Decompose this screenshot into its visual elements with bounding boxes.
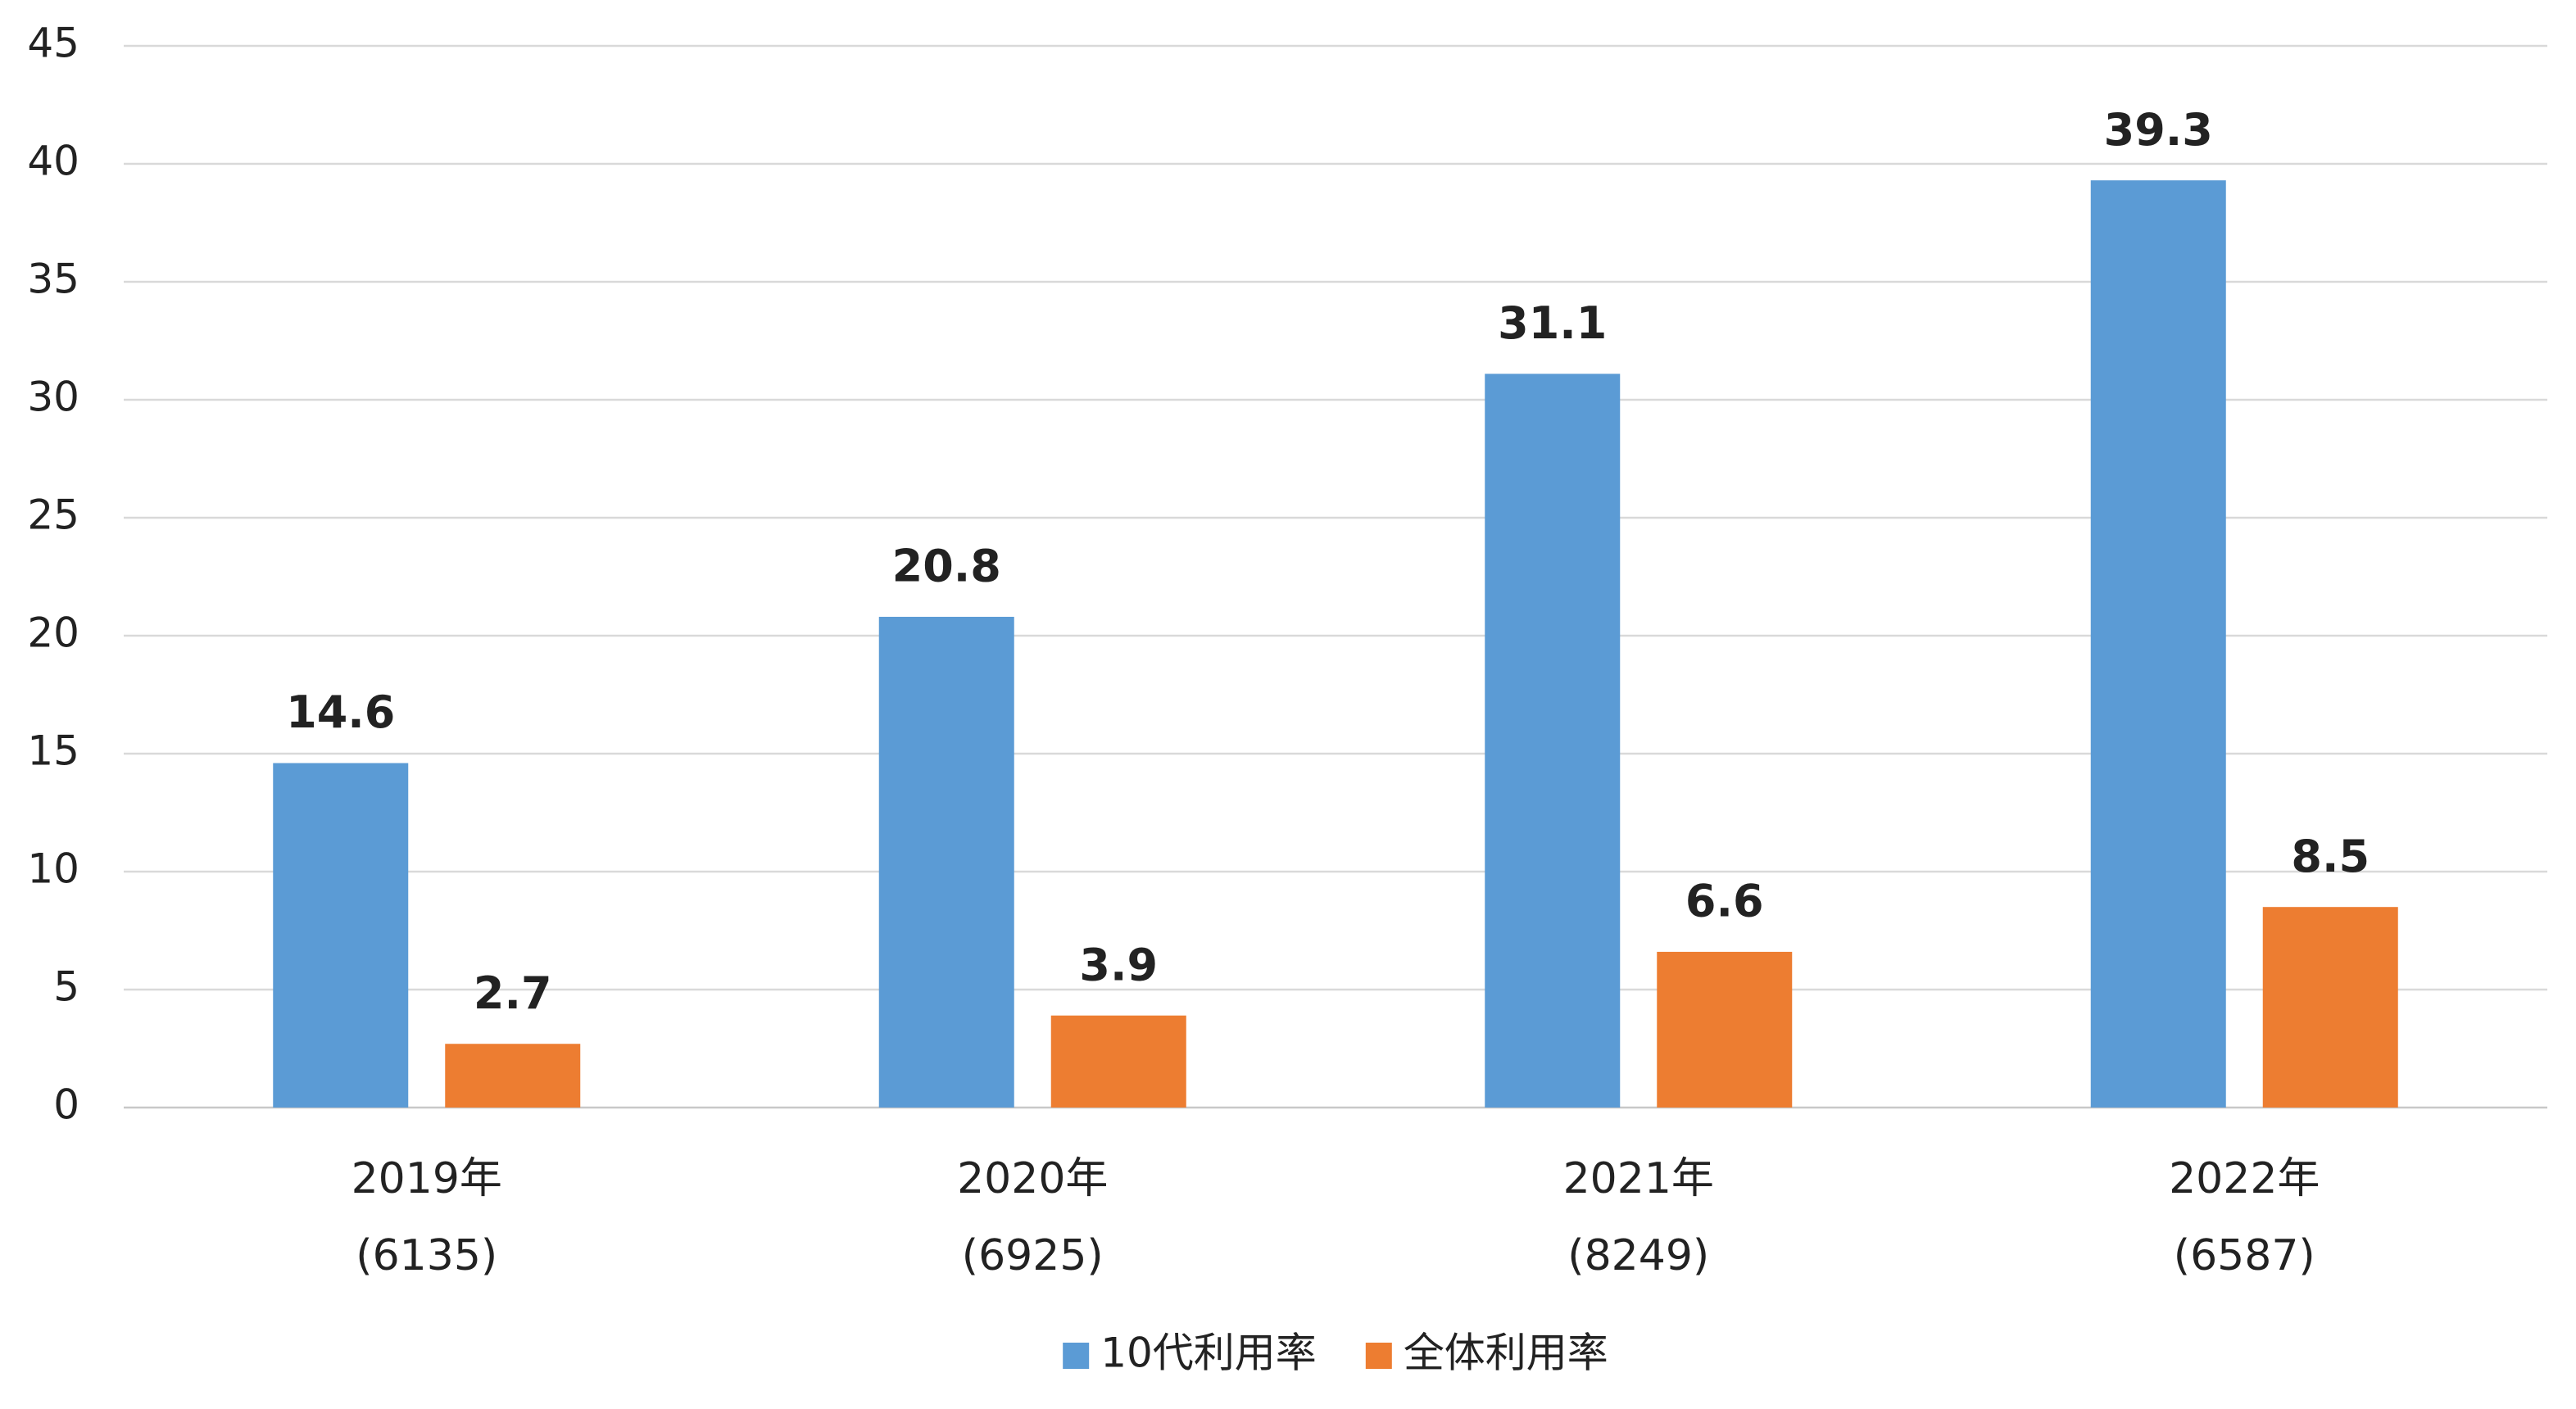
data-label: 39.3 (2104, 104, 2213, 156)
y-tick-label: 35 (27, 256, 79, 303)
y-tick-label: 0 (53, 1081, 79, 1129)
x-tick-note: (8249) (1567, 1231, 1709, 1280)
legend-label: 全体利用率 (1404, 1330, 1608, 1377)
x-tick-label: 2021年 (1563, 1154, 1714, 1203)
data-label: 6.6 (1685, 876, 1764, 927)
data-label: 20.8 (892, 541, 1001, 592)
bar (2262, 907, 2398, 1108)
bar (445, 1044, 581, 1108)
bar (273, 763, 409, 1108)
data-label: 14.6 (286, 686, 395, 738)
x-tick-label: 2019年 (351, 1154, 502, 1203)
y-tick-label: 40 (27, 138, 79, 185)
data-label: 3.9 (1079, 939, 1158, 990)
bar (1050, 1015, 1186, 1108)
data-label: 2.7 (474, 967, 552, 1019)
x-tick-label: 2022年 (2169, 1154, 2320, 1203)
bar (1485, 374, 1621, 1108)
data-label: 31.1 (1498, 297, 1607, 349)
legend-label: 10代利用率 (1100, 1330, 1317, 1377)
data-label: 8.5 (2291, 831, 2370, 882)
legend-swatch (1365, 1343, 1392, 1369)
x-tick-note: (6925) (962, 1231, 1104, 1280)
bar (2090, 180, 2226, 1108)
y-tick-label: 30 (27, 374, 79, 421)
bar (1657, 951, 1793, 1108)
y-tick-label: 10 (27, 845, 79, 893)
legend-swatch (1063, 1343, 1090, 1369)
x-tick-note: (6135) (356, 1231, 497, 1280)
y-tick-label: 20 (27, 609, 79, 657)
y-tick-label: 25 (27, 492, 79, 539)
y-tick-label: 45 (27, 20, 79, 67)
x-tick-note: (6587) (2174, 1231, 2315, 1280)
y-tick-label: 5 (53, 963, 79, 1011)
x-tick-label: 2020年 (957, 1154, 1108, 1203)
y-tick-label: 15 (27, 727, 79, 775)
bar (878, 616, 1014, 1108)
